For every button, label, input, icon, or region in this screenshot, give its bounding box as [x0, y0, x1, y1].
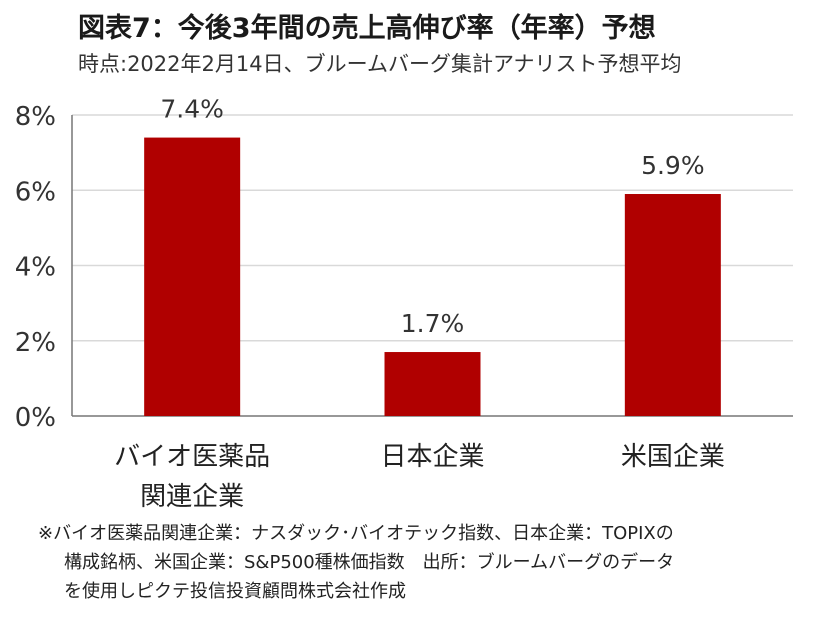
- bar: [384, 352, 481, 416]
- data-label: 5.9%: [641, 151, 705, 180]
- footnote-line-2: 構成銘柄、米国企業：S&P500種株価指数 出所：ブルームバーグのデータ: [64, 552, 675, 573]
- labels: 0% 2% 4% 6% 8% 7.4% バイオ医薬品関連企業 1.7% 日本企業 5.9% 米国企業: [15, 95, 725, 512]
- footnote-line-3: を使用しピクテ投信投資顧問株式会社作成: [64, 581, 406, 602]
- chart-title: 図表7：今後3年間の売上高伸び率（年率）予想: [78, 13, 656, 44]
- footnote-line-1: ※バイオ医薬品関連企業：ナスダック･バイオテック指数、日本企業：TOPIXの: [38, 523, 674, 544]
- data-label: 1.7%: [401, 309, 465, 338]
- bar: [624, 194, 721, 416]
- bar-chart: 0% 2% 4% 6% 8% 7.4% バイオ医薬品関連企業 1.7% 日本企業 5.9% 米国企業: [15, 95, 793, 512]
- data-label: 7.4%: [160, 95, 224, 124]
- footnote: ※バイオ医薬品関連企業：ナスダック･バイオテック指数、日本企業：TOPIXの 構…: [38, 519, 674, 606]
- y-tick-label: 4%: [15, 253, 56, 283]
- y-tick-label: 6%: [15, 177, 56, 207]
- x-tick-label: バイオ医薬品関連企業: [114, 442, 270, 512]
- y-tick-label: 0%: [15, 403, 56, 433]
- x-tick-label: 米国企業: [621, 442, 725, 472]
- bar: [144, 137, 241, 416]
- bars: [144, 137, 721, 416]
- y-tick-label: 8%: [15, 102, 56, 132]
- x-tick-label: 日本企業: [380, 442, 484, 472]
- y-tick-label: 2%: [15, 328, 56, 358]
- chart-subtitle: 時点:2022年2月14日、ブルームバーグ集計アナリスト予想平均: [78, 52, 682, 76]
